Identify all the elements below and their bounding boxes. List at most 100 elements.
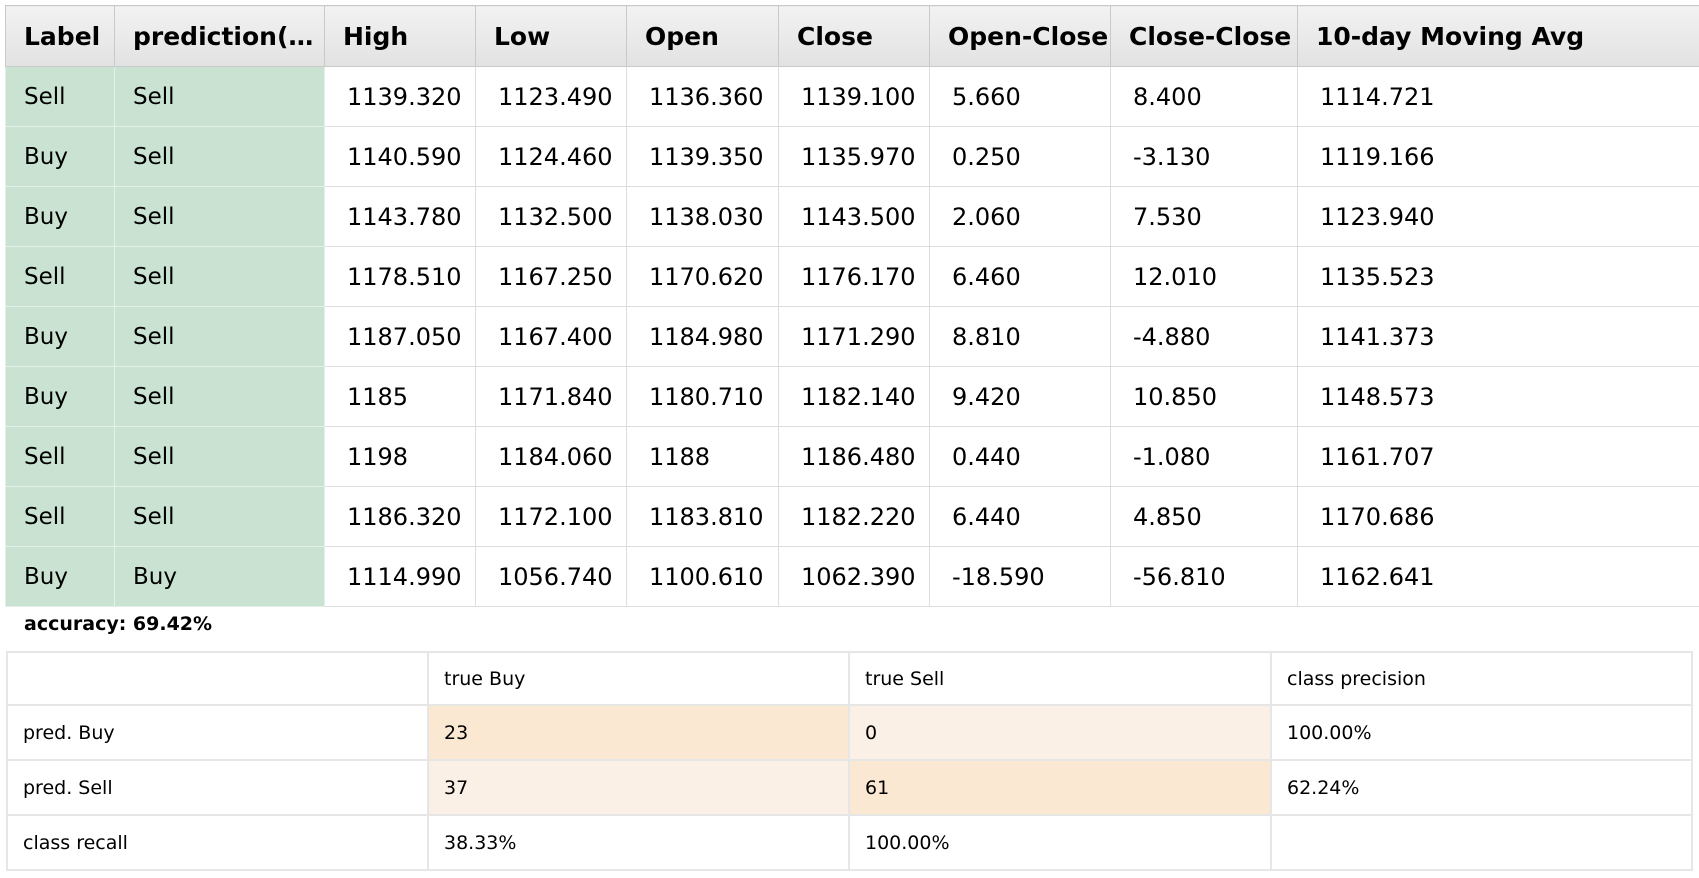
cm-row-label: class recall <box>6 814 429 871</box>
cell-close: 1139.100 <box>778 66 930 127</box>
cell-low: 1132.500 <box>475 186 627 247</box>
cell-label: Sell <box>5 486 115 547</box>
cell-close: 1182.220 <box>778 486 930 547</box>
cell-moving-avg: 1170.686 <box>1297 486 1699 547</box>
cell-close-close: -4.880 <box>1110 306 1298 367</box>
cell-close-close: 8.400 <box>1110 66 1298 127</box>
confusion-matrix-table: true Buy true Sell class precision pred.… <box>6 651 1693 871</box>
accuracy-label: accuracy: 69.42% <box>24 613 213 635</box>
cell-open: 1100.610 <box>626 546 779 607</box>
table-row[interactable]: Sell Sell 1139.320 1123.490 1136.360 113… <box>5 66 1699 127</box>
cell-low: 1123.490 <box>475 66 627 127</box>
cell-open: 1139.350 <box>626 126 779 187</box>
cell-open: 1180.710 <box>626 366 779 427</box>
cm-precision-cell: 100.00% <box>1270 704 1693 761</box>
table-row[interactable]: Buy Buy 1114.990 1056.740 1100.610 1062.… <box>5 546 1699 607</box>
cm-corner-cell <box>6 651 429 706</box>
cell-open-close: 0.250 <box>929 126 1111 187</box>
column-header-moving-avg[interactable]: 10-day Moving Avg <box>1297 5 1699 67</box>
cell-low: 1056.740 <box>475 546 627 607</box>
cell-label: Buy <box>5 186 115 247</box>
cell-open-close: 2.060 <box>929 186 1111 247</box>
cm-precision-cell: 62.24% <box>1270 759 1693 816</box>
cm-empty-cell <box>1270 814 1693 871</box>
cell-low: 1124.460 <box>475 126 627 187</box>
cm-cell: 61 <box>848 759 1272 816</box>
table-row[interactable]: Sell Sell 1178.510 1167.250 1170.620 117… <box>5 246 1699 307</box>
cell-moving-avg: 1114.721 <box>1297 66 1699 127</box>
cell-close: 1143.500 <box>778 186 930 247</box>
cm-header-class-precision: class precision <box>1270 651 1693 706</box>
cell-high: 1198 <box>324 426 476 487</box>
cell-prediction: Sell <box>114 186 325 247</box>
cell-close: 1135.970 <box>778 126 930 187</box>
cell-open: 1188 <box>626 426 779 487</box>
column-header-prediction[interactable]: prediction(La... <box>114 5 325 67</box>
cell-open-close: 6.440 <box>929 486 1111 547</box>
cell-close: 1186.480 <box>778 426 930 487</box>
column-header-high[interactable]: High <box>324 5 476 67</box>
cell-moving-avg: 1119.166 <box>1297 126 1699 187</box>
data-table: Label prediction(La... High Low Open Clo… <box>5 5 1699 607</box>
cell-prediction: Buy <box>114 546 325 607</box>
cell-open-close: 0.440 <box>929 426 1111 487</box>
cell-low: 1184.060 <box>475 426 627 487</box>
cell-label: Buy <box>5 126 115 187</box>
cell-label: Sell <box>5 426 115 487</box>
cell-open: 1136.360 <box>626 66 779 127</box>
confusion-matrix-header-row: true Buy true Sell class precision <box>6 651 1693 706</box>
cell-low: 1172.100 <box>475 486 627 547</box>
cell-moving-avg: 1141.373 <box>1297 306 1699 367</box>
cell-open-close: 6.460 <box>929 246 1111 307</box>
cell-close-close: 10.850 <box>1110 366 1298 427</box>
column-header-open-close[interactable]: Open-Close <box>929 5 1111 67</box>
cell-label: Sell <box>5 246 115 307</box>
cm-header-true-buy: true Buy <box>427 651 850 706</box>
cell-close-close: -56.810 <box>1110 546 1298 607</box>
cell-open: 1184.980 <box>626 306 779 367</box>
cell-close: 1062.390 <box>778 546 930 607</box>
cell-close-close: 12.010 <box>1110 246 1298 307</box>
cell-high: 1114.990 <box>324 546 476 607</box>
column-header-close-close[interactable]: Close-Close <box>1110 5 1298 67</box>
cell-close: 1176.170 <box>778 246 930 307</box>
column-header-label[interactable]: Label <box>5 5 115 67</box>
cm-row-class-recall: class recall 38.33% 100.00% <box>6 814 1693 871</box>
cm-recall-cell: 38.33% <box>427 814 850 871</box>
table-row[interactable]: Buy Sell 1185 1171.840 1180.710 1182.140… <box>5 366 1699 427</box>
header-row: Label prediction(La... High Low Open Clo… <box>5 5 1699 67</box>
cm-cell: 0 <box>848 704 1272 761</box>
column-header-open[interactable]: Open <box>626 5 779 67</box>
cell-label: Buy <box>5 366 115 427</box>
table-row[interactable]: Buy Sell 1140.590 1124.460 1139.350 1135… <box>5 126 1699 187</box>
cell-close-close: -1.080 <box>1110 426 1298 487</box>
column-header-low[interactable]: Low <box>475 5 627 67</box>
cell-open-close: 8.810 <box>929 306 1111 367</box>
cm-recall-cell: 100.00% <box>848 814 1272 871</box>
table-row[interactable]: Sell Sell 1186.320 1172.100 1183.810 118… <box>5 486 1699 547</box>
cell-open-close: 5.660 <box>929 66 1111 127</box>
table-row[interactable]: Buy Sell 1143.780 1132.500 1138.030 1143… <box>5 186 1699 247</box>
cell-prediction: Sell <box>114 246 325 307</box>
cell-high: 1143.780 <box>324 186 476 247</box>
cell-moving-avg: 1162.641 <box>1297 546 1699 607</box>
column-header-close[interactable]: Close <box>778 5 930 67</box>
cell-high: 1187.050 <box>324 306 476 367</box>
cm-row-pred-buy: pred. Buy 23 0 100.00% <box>6 704 1693 761</box>
cell-high: 1185 <box>324 366 476 427</box>
example-set-table: Label prediction(La... High Low Open Clo… <box>5 5 1699 607</box>
cell-high: 1140.590 <box>324 126 476 187</box>
table-row[interactable]: Sell Sell 1198 1184.060 1188 1186.480 0.… <box>5 426 1699 487</box>
cell-low: 1167.250 <box>475 246 627 307</box>
cell-open: 1138.030 <box>626 186 779 247</box>
cell-close: 1171.290 <box>778 306 930 367</box>
cell-moving-avg: 1161.707 <box>1297 426 1699 487</box>
cell-open-close: 9.420 <box>929 366 1111 427</box>
cell-label: Buy <box>5 546 115 607</box>
table-row[interactable]: Buy Sell 1187.050 1167.400 1184.980 1171… <box>5 306 1699 367</box>
cell-close-close: 4.850 <box>1110 486 1298 547</box>
cell-prediction: Sell <box>114 66 325 127</box>
cell-low: 1171.840 <box>475 366 627 427</box>
cell-open-close: -18.590 <box>929 546 1111 607</box>
cm-row-pred-sell: pred. Sell 37 61 62.24% <box>6 759 1693 816</box>
